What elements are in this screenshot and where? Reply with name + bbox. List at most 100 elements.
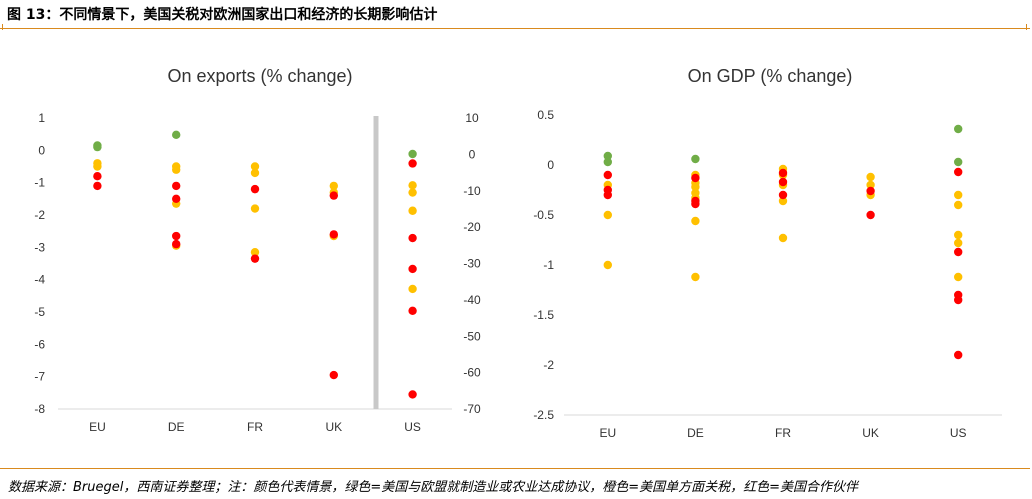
x-tick-label: US xyxy=(404,420,421,434)
y2-tick-label: 10 xyxy=(465,111,479,125)
data-point-red xyxy=(778,168,788,178)
data-point-red xyxy=(691,199,700,209)
y-tick-label: -1 xyxy=(34,176,45,190)
footer-rule xyxy=(0,468,1030,469)
title-rule-tick-right xyxy=(1026,24,1027,30)
data-point-orange xyxy=(691,182,700,192)
data-point-red xyxy=(329,370,338,380)
data-point-red xyxy=(866,186,875,196)
data-point-green xyxy=(603,157,612,167)
y2-tick-label: -70 xyxy=(463,402,481,416)
data-point-green xyxy=(603,151,612,161)
data-point-red xyxy=(778,177,788,187)
data-point-red xyxy=(954,350,963,360)
data-point-orange xyxy=(603,260,612,270)
data-point-green xyxy=(954,157,963,167)
y-tick-label: -2 xyxy=(543,358,554,372)
data-point-red xyxy=(250,184,260,194)
data-point-orange xyxy=(778,196,788,206)
y-tick-label: 1 xyxy=(38,111,45,125)
y-tick-label: -0.5 xyxy=(533,208,554,222)
y2-tick-label: 0 xyxy=(469,147,476,161)
data-point-orange xyxy=(954,238,963,248)
y2-tick-label: -30 xyxy=(463,257,481,271)
data-point-orange xyxy=(866,172,875,182)
data-point-orange xyxy=(172,165,181,174)
data-point-green xyxy=(408,149,417,159)
secondary-axis-separator xyxy=(373,116,379,409)
y-tick-label: -1 xyxy=(543,258,554,272)
y-tick-label: -6 xyxy=(34,337,45,351)
y-tick-label: 0 xyxy=(547,158,554,172)
data-point-red xyxy=(408,306,417,315)
x-tick-label: US xyxy=(950,426,967,440)
data-point-orange xyxy=(250,168,260,178)
y-tick-label: -4 xyxy=(34,273,45,287)
y2-tick-label: -60 xyxy=(463,366,481,380)
data-point-red xyxy=(93,172,102,181)
data-point-orange xyxy=(691,216,700,226)
data-point-red xyxy=(603,170,612,180)
data-point-green xyxy=(691,154,700,164)
y2-tick-label: -20 xyxy=(463,220,481,234)
exports-chart-title: On exports (% change) xyxy=(167,66,352,86)
data-point-orange xyxy=(954,190,963,200)
title-rule-tick-left xyxy=(2,24,3,30)
data-point-green xyxy=(93,142,102,152)
gdp-chart-title: On GDP (% change) xyxy=(688,66,853,86)
data-point-red xyxy=(408,390,417,399)
data-point-red xyxy=(250,254,260,263)
data-point-red xyxy=(408,233,417,243)
data-point-orange xyxy=(603,210,612,220)
data-point-red xyxy=(329,230,338,239)
figure-title: 图 13：不同情景下，美国关税对欧洲国家出口和经济的长期影响估计 xyxy=(7,7,438,23)
y-tick-label: -7 xyxy=(34,370,45,384)
x-tick-label: EU xyxy=(599,426,616,440)
data-point-orange xyxy=(250,204,260,213)
y-tick-label: -2.5 xyxy=(533,408,554,422)
data-point-red xyxy=(408,264,417,274)
x-tick-label: FR xyxy=(247,420,263,434)
data-point-red xyxy=(603,190,612,200)
data-point-green xyxy=(954,124,963,134)
x-tick-label: UK xyxy=(862,426,879,440)
data-point-red xyxy=(408,159,417,168)
y-tick-label: -8 xyxy=(34,402,45,416)
data-point-red xyxy=(172,194,181,204)
data-point-orange xyxy=(250,247,260,257)
data-point-orange xyxy=(691,272,700,282)
data-point-red xyxy=(93,181,102,191)
data-point-red xyxy=(954,295,963,305)
data-point-red xyxy=(866,210,875,220)
data-point-orange xyxy=(408,284,417,294)
data-point-orange xyxy=(866,180,875,190)
data-point-orange xyxy=(408,181,417,190)
x-tick-label: EU xyxy=(89,420,106,434)
data-point-orange xyxy=(954,230,963,240)
data-point-orange xyxy=(329,181,338,191)
x-tick-label: DE xyxy=(168,420,185,434)
data-point-red xyxy=(329,191,338,200)
data-point-orange xyxy=(778,233,788,243)
y2-tick-label: -50 xyxy=(463,329,481,343)
data-point-orange xyxy=(954,200,963,210)
data-point-red xyxy=(172,181,181,191)
x-tick-label: DE xyxy=(687,426,704,440)
data-point-green xyxy=(172,130,181,140)
x-tick-label: UK xyxy=(325,420,342,434)
x-tick-label: FR xyxy=(775,426,791,440)
title-rule xyxy=(0,28,1030,29)
data-point-orange xyxy=(93,162,102,171)
data-point-orange xyxy=(954,272,963,282)
data-point-red xyxy=(172,231,181,241)
data-point-red xyxy=(778,190,788,200)
y-tick-label: -5 xyxy=(34,305,45,319)
data-point-orange xyxy=(408,206,417,215)
y-tick-label: -2 xyxy=(34,208,45,222)
data-point-orange xyxy=(408,188,417,197)
data-point-orange xyxy=(250,162,260,171)
y-tick-label: -1.5 xyxy=(533,308,554,322)
y-tick-label: -3 xyxy=(34,240,45,254)
exports-chart: On exports (% change) 10-1-2-3-4-5-6-7-8… xyxy=(34,66,481,434)
y2-tick-label: -10 xyxy=(463,184,481,198)
